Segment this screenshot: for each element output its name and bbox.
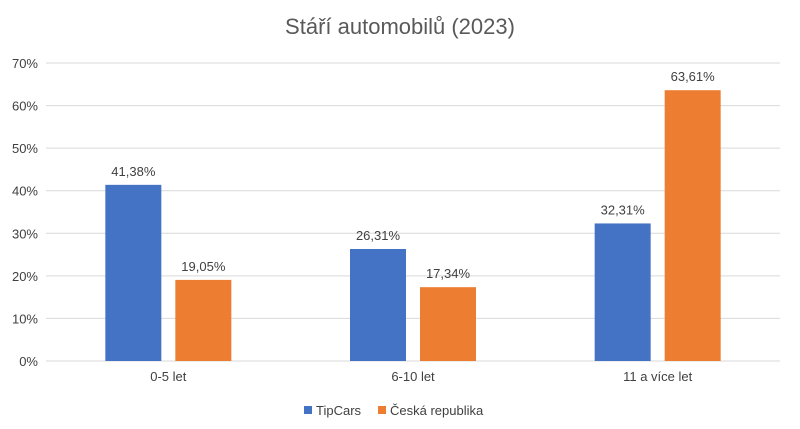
data-label: 17,34% [426,266,471,281]
legend-swatch [378,406,386,414]
x-tick-label: 0-5 let [150,369,187,384]
data-label: 63,61% [671,69,716,84]
legend-label: Česká republika [390,403,484,418]
y-tick-label: 70% [12,56,38,71]
legend-label: TipCars [316,403,362,418]
bar-tipcars [350,248,406,361]
bars: 41,38% 19,05% 26,31% 17,34% 32,31% 63,61% [105,69,721,362]
y-tick-label: 20% [12,269,38,284]
bar-tipcars [594,223,651,361]
data-label: 19,05% [181,259,226,274]
y-tick-label: 30% [12,226,38,241]
chart-title: Stáří automobilů (2023) [285,14,515,39]
y-tick-label: 10% [12,311,38,326]
legend: TipCars Česká republika [304,403,484,418]
y-tick-label: 60% [12,99,38,114]
y-tick-label: 50% [12,141,38,156]
legend-swatch [304,406,312,414]
data-label: 41,38% [111,164,156,179]
y-axis: 0% 10% 20% 30% 40% 50% 60% 70% [12,56,38,369]
x-tick-label: 6-10 let [391,369,435,384]
bar-ceska-republika [420,287,476,361]
data-label: 26,31% [356,228,401,243]
y-tick-label: 0% [19,354,38,369]
bar-ceska-republika [664,90,721,362]
x-axis: 0-5 let 6-10 let 11 a více let [150,369,692,384]
data-label: 32,31% [601,202,646,217]
x-tick-label: 11 a více let [623,369,693,384]
bar-ceska-republika [175,279,232,361]
gridlines [46,62,780,362]
y-tick-label: 40% [12,184,38,199]
bar-tipcars [105,184,162,361]
